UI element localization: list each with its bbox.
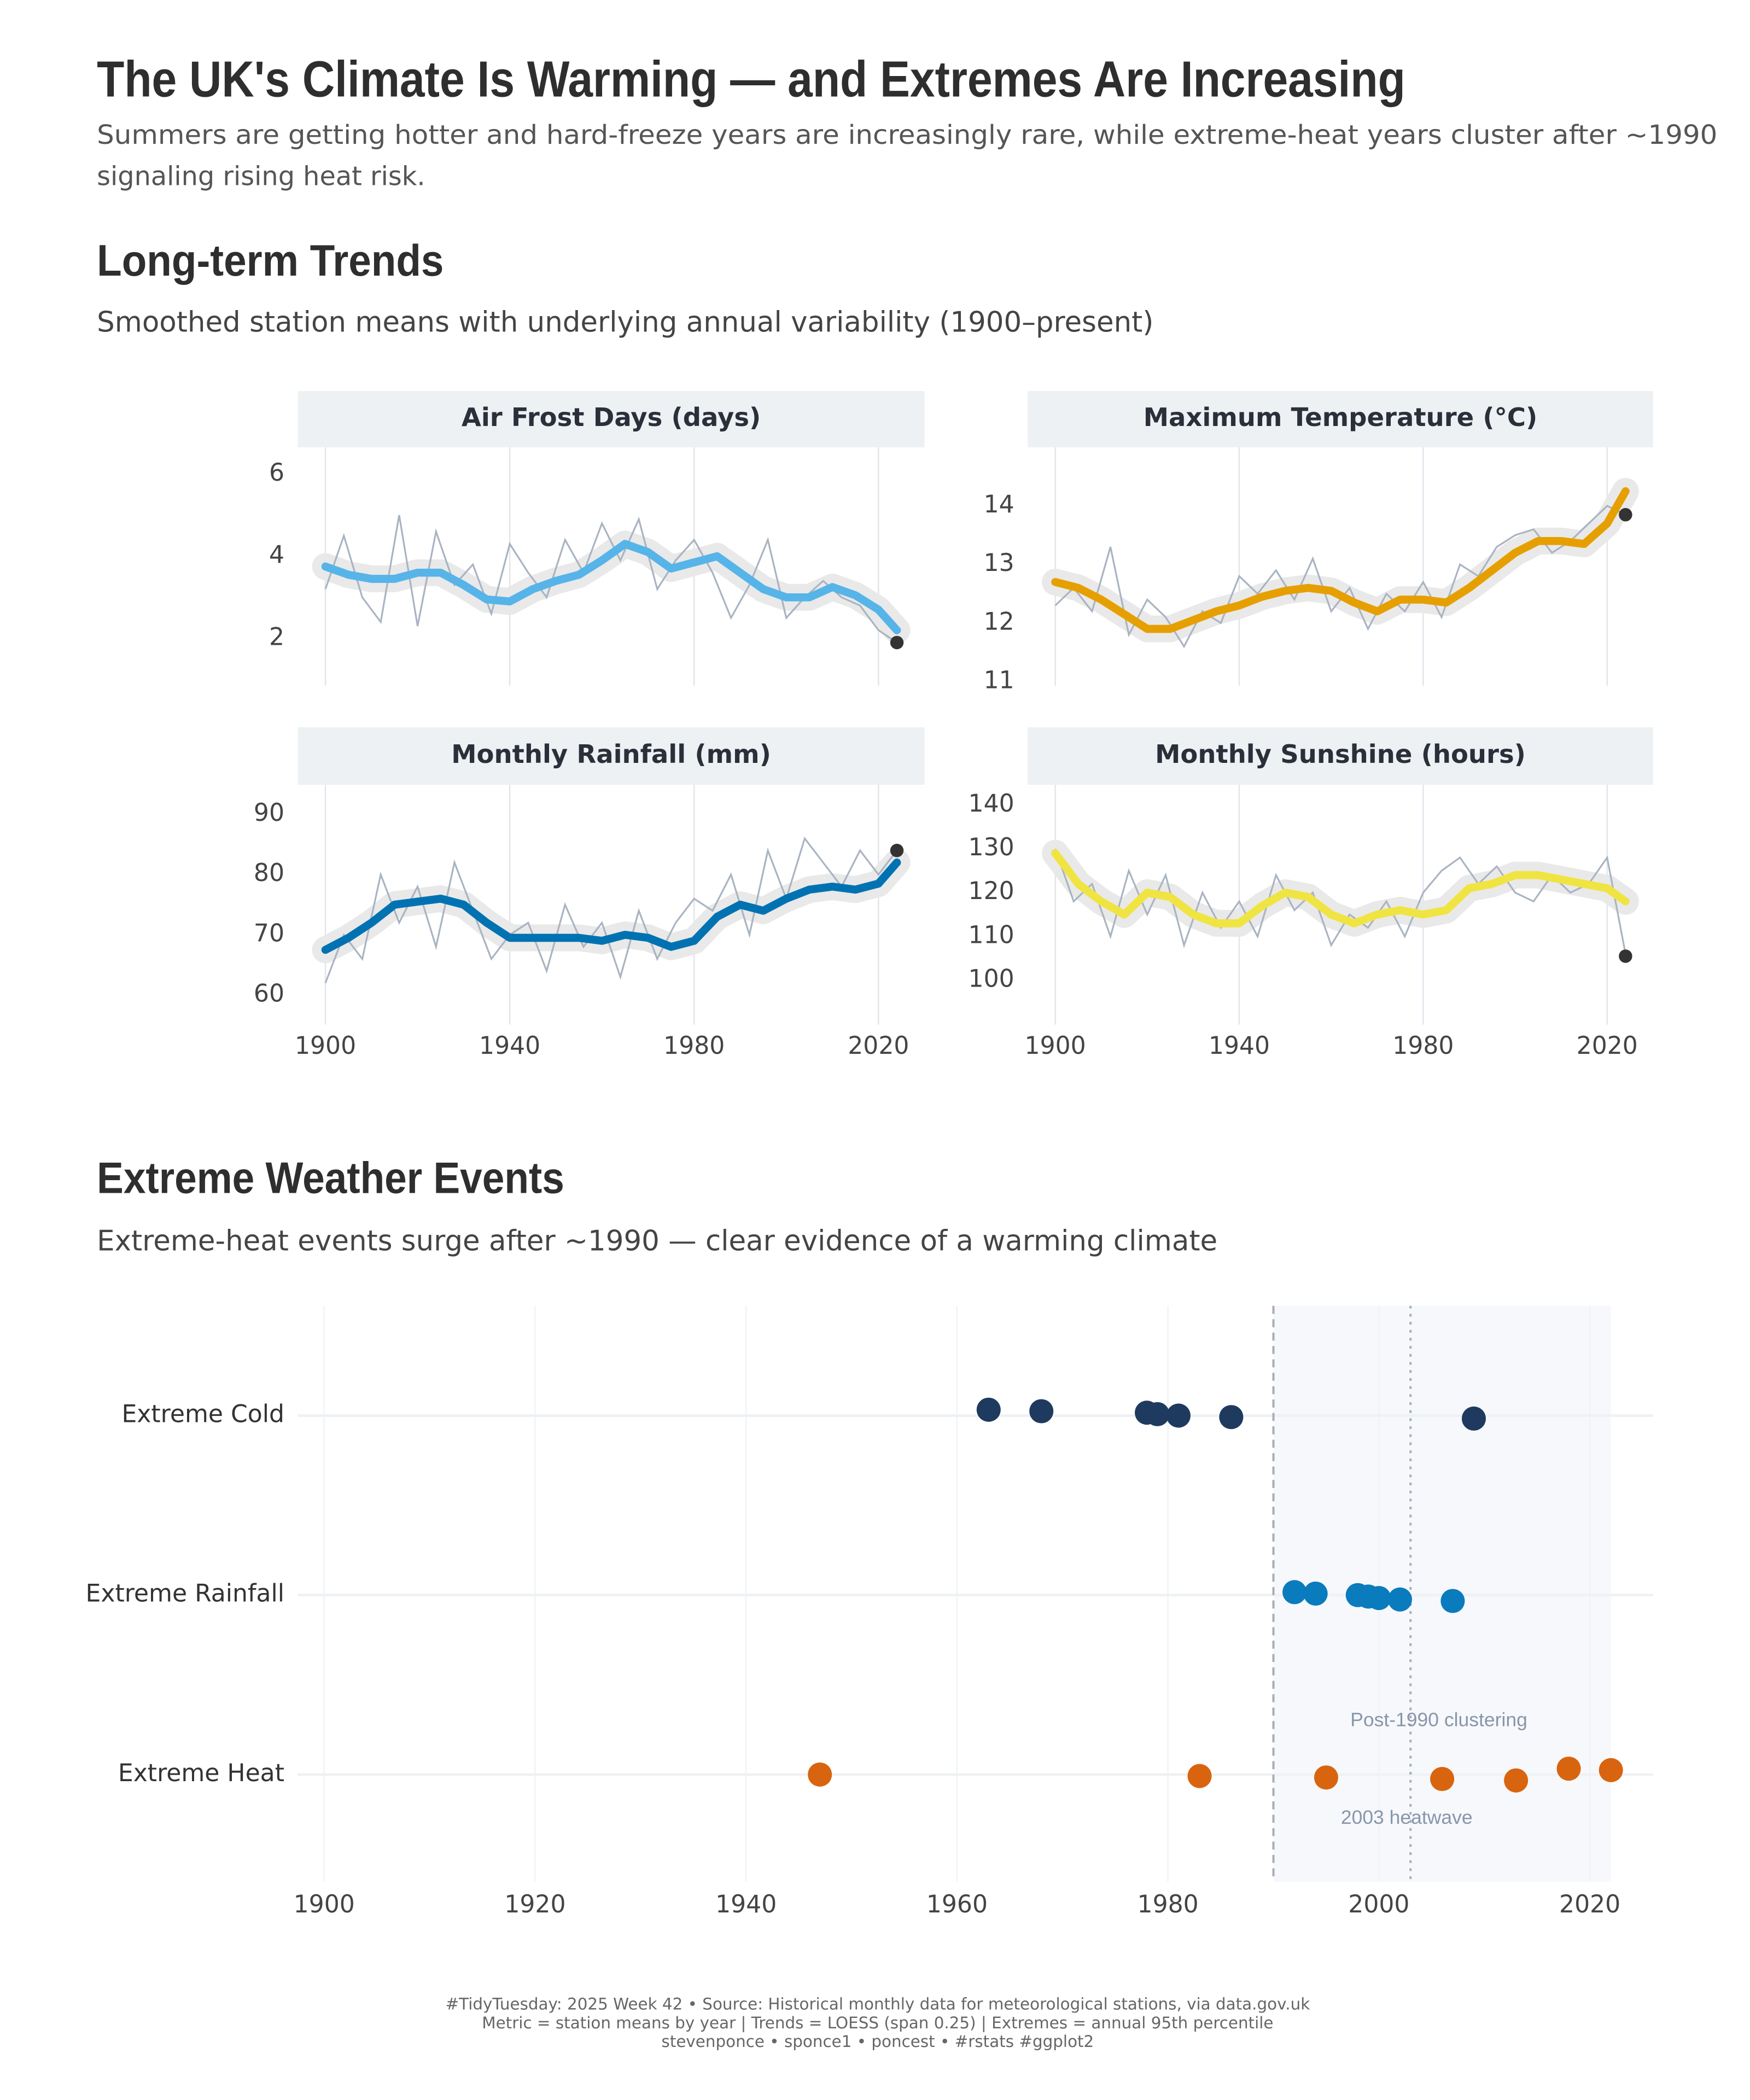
y-tick-label: 2 [269, 623, 284, 651]
raw-line [1054, 848, 1626, 954]
event-point [1387, 1587, 1413, 1612]
caption-line: stevenponce • sponce1 • poncest • #rstat… [662, 2032, 1094, 2051]
latest-point [1619, 949, 1632, 963]
trend-line [1051, 487, 1630, 633]
latest-point [890, 843, 904, 858]
strip [298, 391, 925, 447]
y-tick-label: 80 [254, 859, 284, 887]
latest-point [1619, 508, 1632, 522]
x-tick-label: 1900 [1025, 1032, 1086, 1060]
y-tick-label: 14 [984, 491, 1014, 518]
y-tick-label: 60 [254, 979, 284, 1007]
facet-title: Maximum Temperature (°C) [1144, 402, 1538, 432]
facet-title: Air Frost Days (days) [462, 402, 761, 432]
event-point [1556, 1757, 1581, 1781]
x-tick-label: 1900 [295, 1032, 356, 1060]
y-tick-label: Extreme Heat [118, 1759, 284, 1787]
y-tick-label: 6 [269, 459, 284, 487]
strip [1028, 727, 1653, 785]
event-point [1314, 1765, 1339, 1790]
y-tick-label: 13 [984, 549, 1014, 577]
event-point [1504, 1768, 1529, 1793]
event-point [1029, 1399, 1054, 1424]
x-tick-label: 1940 [715, 1891, 777, 1918]
y-tick-label: 90 [254, 799, 284, 827]
y-tick-label: 140 [969, 790, 1014, 818]
x-tick-label: 1960 [926, 1891, 988, 1918]
trend-line [1051, 849, 1630, 928]
strip [1028, 391, 1653, 447]
event-point [1282, 1580, 1307, 1605]
x-tick-label: 1900 [294, 1891, 355, 1918]
event-point [1187, 1764, 1212, 1788]
y-tick-label: 120 [969, 877, 1014, 905]
trend-line [321, 858, 901, 954]
annotation: Post-1990 clustering [1350, 1708, 1527, 1730]
trend-line [321, 540, 901, 634]
y-tick-label: Extreme Rainfall [86, 1580, 284, 1608]
raw-line [324, 836, 898, 984]
event-point [1303, 1582, 1328, 1606]
strip [298, 727, 925, 785]
caption-line: #TidyTuesday: 2025 Week 42 • Source: His… [446, 1995, 1310, 2014]
annotation: 2003 heatwave [1341, 1806, 1473, 1828]
event-point [1430, 1766, 1455, 1792]
event-point [808, 1762, 832, 1787]
subtitle-line: signaling rising heat risk. [97, 162, 425, 192]
subtitle-line: Summers are getting hotter and hard-free… [97, 120, 1717, 150]
event-point [976, 1397, 1001, 1422]
event-point [1599, 1758, 1623, 1782]
page-title: The UK's Climate Is Warming — and Extrem… [97, 50, 1405, 107]
caption-line: Metric = station means by year | Trends … [482, 2014, 1273, 2033]
section-subheading: Extreme-heat events surge after ~1990 — … [97, 1225, 1217, 1258]
x-tick-label: 2020 [1577, 1032, 1638, 1060]
section-heading: Long-term Trends [97, 236, 444, 285]
y-tick-label: 130 [969, 833, 1014, 861]
y-tick-label: 12 [984, 608, 1014, 635]
y-tick-label: 100 [969, 965, 1014, 993]
section-heading: Extreme Weather Events [97, 1153, 564, 1203]
event-point [1440, 1589, 1465, 1613]
x-tick-label: 1980 [1138, 1891, 1199, 1918]
latest-point [890, 635, 904, 650]
x-tick-label: 2020 [848, 1032, 909, 1060]
y-tick-label: 110 [969, 921, 1014, 949]
x-tick-label: 1940 [479, 1032, 540, 1060]
event-point [1166, 1403, 1191, 1428]
event-point [1461, 1406, 1486, 1431]
section-subheading: Smoothed station means with underlying a… [97, 306, 1153, 339]
facet-title: Monthly Sunshine (hours) [1155, 739, 1526, 769]
y-tick-label: 11 [984, 666, 1014, 694]
x-tick-label: 1940 [1209, 1032, 1270, 1060]
y-tick-label: 4 [269, 541, 284, 569]
x-tick-label: 1980 [1392, 1032, 1454, 1060]
event-point [1367, 1586, 1391, 1611]
event-point [1145, 1402, 1170, 1426]
event-point [1219, 1405, 1244, 1430]
facet-title: Monthly Rainfall (mm) [451, 739, 771, 769]
x-tick-label: 2020 [1559, 1891, 1620, 1918]
y-tick-label: 70 [254, 919, 284, 947]
y-tick-label: Extreme Cold [121, 1401, 284, 1428]
x-tick-label: 2000 [1348, 1891, 1409, 1918]
x-tick-label: 1980 [663, 1032, 725, 1060]
x-tick-label: 1920 [504, 1891, 565, 1918]
